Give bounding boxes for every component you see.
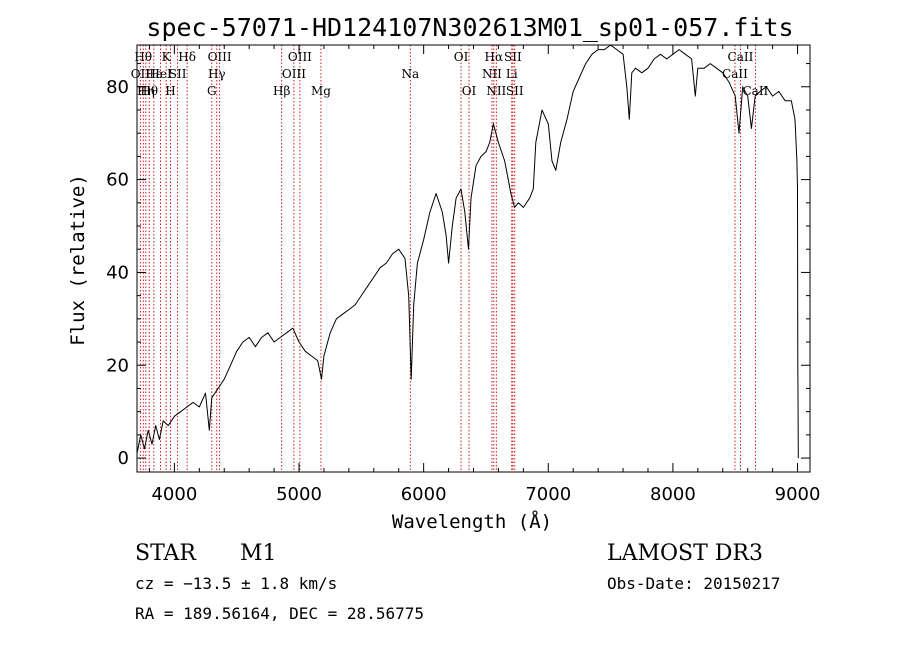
line-marker-label-14: OIII <box>282 67 306 81</box>
line-marker-label-12: OIII <box>208 50 232 64</box>
line-marker-label-6: K <box>162 50 172 64</box>
line-marker-label-10: G <box>207 84 217 98</box>
line-marker-label-9: Hδ <box>178 50 196 64</box>
line-marker-label-0: OII <box>131 67 151 81</box>
line-marker-label-20: NII <box>482 67 502 81</box>
line-marker-label-27: CaII <box>728 50 754 64</box>
y-tick-label-60: 60 <box>106 170 129 191</box>
y-axis-ticks: 0 20 40 60 80 <box>106 63 810 469</box>
line-marker-label-18: OI <box>454 50 469 64</box>
line-marker-label-15: OIII <box>288 50 312 64</box>
line-marker-label-5: HeI <box>149 67 172 81</box>
x-axis-ticks: 4000 5000 6000 7000 8000 9000 <box>148 45 821 505</box>
survey-name: LAMOST DR3 <box>607 541 763 566</box>
line-marker-label-23: Li <box>506 67 518 81</box>
coordinates: RA = 189.56164, DEC = 28.56775 <box>135 604 424 623</box>
line-marker-label-3: Hθ <box>140 84 158 98</box>
object-subclass: M1 <box>240 541 277 566</box>
series-line-flux <box>136 44 799 459</box>
line-marker-label-25: SII <box>506 84 524 98</box>
chart-title: spec-57071-HD124107N302613M01_sp01-057.f… <box>146 13 793 42</box>
line-marker-label-19: OI <box>462 84 477 98</box>
y-tick-label-80: 80 <box>106 77 129 98</box>
line-marker-label-1: Hθ <box>134 50 152 64</box>
y-tick-label-40: 40 <box>106 262 129 283</box>
object-class: STAR <box>135 541 197 566</box>
redshift-velocity: cz = −13.5 ± 1.8 km/s <box>135 574 337 593</box>
x-tick-label-9000: 9000 <box>775 484 821 505</box>
x-tick-label-6000: 6000 <box>401 484 447 505</box>
x-tick-label-7000: 7000 <box>525 484 571 505</box>
line-markers <box>139 45 756 472</box>
line-marker-label-8: SII <box>169 67 187 81</box>
line-marker-label-7: H <box>165 84 175 98</box>
observation-date: Obs-Date: 20150217 <box>607 574 780 593</box>
line-marker-label-26: CaII <box>722 67 748 81</box>
y-axis-label: Flux (relative) <box>67 174 89 346</box>
y-tick-label-0: 0 <box>118 448 129 469</box>
x-tick-label-4000: 4000 <box>151 484 197 505</box>
line-marker-label-24: SII <box>504 50 522 64</box>
line-marker-label-2: Hη <box>137 84 155 98</box>
line-marker-labels: OIIHθHηHθHεHeIKHSIIHδGHγOIIIHβOIIIOIIIMg… <box>131 50 769 98</box>
y-tick-label-20: 20 <box>106 355 129 376</box>
line-marker-label-11: Hγ <box>208 67 226 81</box>
line-marker-label-28: CaII <box>742 84 768 98</box>
line-marker-label-13: Hβ <box>273 84 290 98</box>
line-marker-label-22: NII <box>486 84 506 98</box>
spectrum-series <box>136 44 799 459</box>
line-marker-label-21: Hα <box>485 50 504 64</box>
x-tick-label-8000: 8000 <box>650 484 696 505</box>
x-axis-label: Wavelength (Å) <box>392 510 552 533</box>
line-marker-label-16: Mg <box>311 84 331 98</box>
x-tick-label-5000: 5000 <box>276 484 322 505</box>
line-marker-label-4: Hε <box>145 67 162 81</box>
line-marker-label-17: Na <box>401 67 419 81</box>
plot-frame <box>136 44 811 473</box>
